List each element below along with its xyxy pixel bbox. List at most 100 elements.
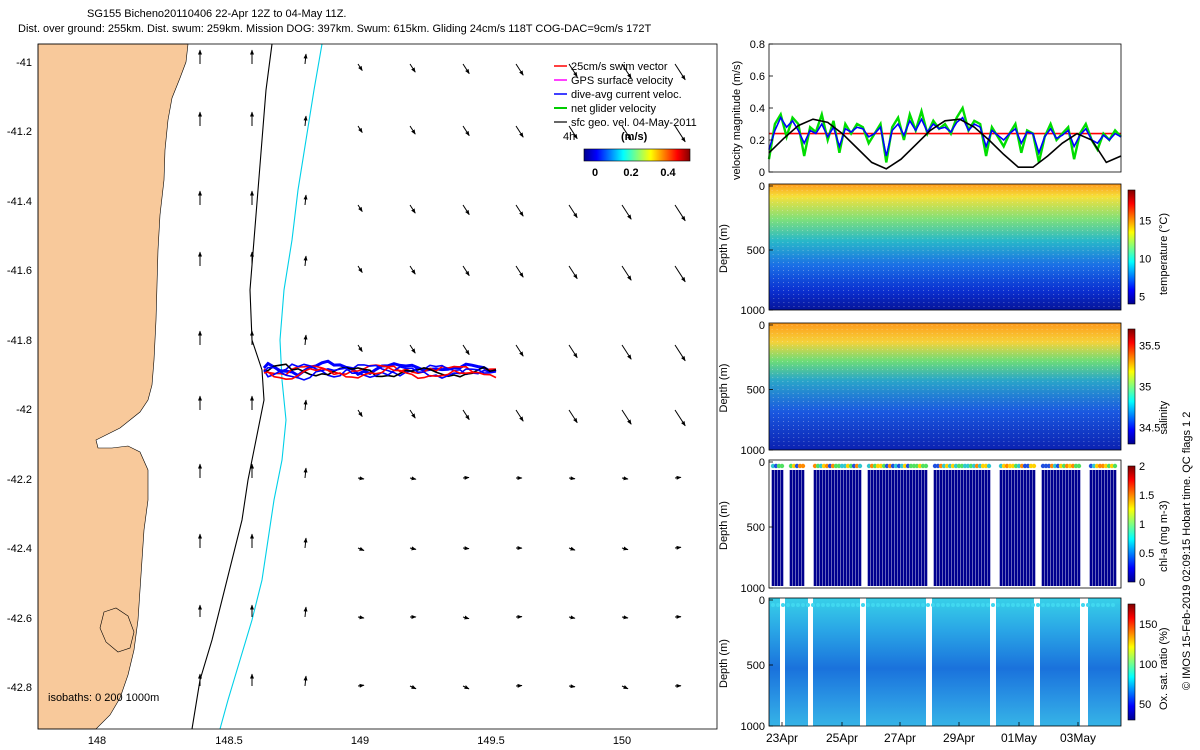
velocity-vector <box>357 615 365 620</box>
velocity-vector <box>515 409 524 422</box>
profile-streak <box>906 324 910 449</box>
date-tick-label: 01May <box>1001 731 1037 745</box>
legend-dac-label: dive-avg current veloc. <box>571 89 682 101</box>
tasmania-land <box>37 43 189 730</box>
map-ytick-42-2: -42.2 <box>7 474 32 486</box>
ox-surface-point <box>926 603 930 607</box>
velocity-ytick-label: 0.2 <box>750 135 765 147</box>
ox-data-gap <box>990 598 996 726</box>
ox-surface-point <box>1071 603 1075 607</box>
ox-surface-point <box>871 603 875 607</box>
geostrophic-velocity-vectors <box>198 49 686 690</box>
profile-streak <box>891 185 895 309</box>
profile-streak <box>1011 185 1015 309</box>
colorbar-label: temperature (°C) <box>1158 213 1170 295</box>
ox-surface-point <box>936 603 940 607</box>
ox-surface-point <box>1086 603 1090 607</box>
colorbar-tick-label: 2 <box>1139 461 1145 473</box>
depth-tick-label: 1000 <box>741 445 765 457</box>
colorbar-tick-label: 35 <box>1139 382 1151 394</box>
ox-surface-point <box>976 603 980 607</box>
depth-tick-label: 0 <box>759 320 765 332</box>
velocity-vector <box>674 204 686 222</box>
profile-streak <box>916 324 920 449</box>
profile-streak <box>1031 324 1035 449</box>
velocity-panel-bg <box>769 44 1121 172</box>
profile-streak <box>1101 324 1105 449</box>
ox-surface-point <box>866 603 870 607</box>
velocity-vector <box>568 546 576 551</box>
ox-surface-point <box>1041 603 1045 607</box>
profile-streak <box>801 185 805 309</box>
ox-surface-point <box>781 603 785 607</box>
depth-tick-label: 1000 <box>741 583 765 595</box>
map-ytick-42: -42 <box>16 404 32 416</box>
ox-surface-point <box>1056 603 1060 607</box>
map-panel: 25cm/s swim vector GPS surface velocity … <box>7 43 718 747</box>
ox-surface-point <box>826 603 830 607</box>
profile-streak <box>1106 185 1110 309</box>
ox-surface-point <box>876 603 880 607</box>
profile-streak <box>801 324 805 449</box>
velocity-vector <box>568 125 578 140</box>
imos-side-note: © IMOS 15-Feb-2019 02:09:15 Hobart time.… <box>1181 412 1193 690</box>
map-ytick-42-6: -42.6 <box>7 613 32 625</box>
ox-surface-point <box>1081 603 1085 607</box>
ox-surface-point <box>1001 603 1005 607</box>
velocity-vector <box>621 125 632 141</box>
velocity-vector <box>303 334 308 346</box>
chl-surface-point <box>800 463 806 469</box>
section-1-frame <box>768 183 1122 311</box>
ox-surface-point <box>836 603 840 607</box>
chl-surface-point <box>1076 463 1082 469</box>
profile-streak <box>881 185 885 309</box>
ox-surface-point <box>771 603 775 607</box>
depth-ylabel: Depth (m) <box>718 501 730 550</box>
profile-streak <box>971 185 975 309</box>
velocity-vector <box>357 344 363 353</box>
profile-streak <box>911 185 915 309</box>
profile-streak <box>821 324 825 449</box>
profile-streak <box>1036 185 1040 309</box>
chl-surface-point <box>923 463 929 469</box>
ox-surface-point <box>841 603 845 607</box>
profile-streak <box>1116 324 1120 449</box>
section-1-colorbar <box>1127 189 1136 305</box>
profile-streak <box>841 185 845 309</box>
profile-streak <box>851 324 855 449</box>
ox-surface-point <box>1076 603 1080 607</box>
ox-surface-point <box>821 603 825 607</box>
profile-streak <box>926 185 930 309</box>
colorbar-tick-label: 10 <box>1139 253 1151 265</box>
ox-surface-point <box>991 603 995 607</box>
velocity-vector <box>674 63 686 81</box>
legend-swim-label: 25cm/s swim vector <box>571 61 668 73</box>
velocity-vector <box>674 409 686 427</box>
profile-streak <box>1026 185 1030 309</box>
colorbar-tick-label: 34.5 <box>1139 423 1160 435</box>
profile-streak <box>1001 185 1005 309</box>
profile-streak <box>841 324 845 449</box>
velocity-vector <box>621 204 632 220</box>
profile-streak <box>981 185 985 309</box>
profile-streak <box>1036 324 1040 449</box>
ox-surface-point <box>1106 603 1110 607</box>
depth-ylabel: Depth (m) <box>718 224 730 273</box>
velocity-vector <box>515 344 524 357</box>
velocity-vector <box>303 606 308 618</box>
ox-surface-point <box>1011 603 1015 607</box>
profile-streak <box>911 324 915 449</box>
profile-streak <box>1086 324 1090 449</box>
profile-streak <box>1016 324 1020 449</box>
profile-streak <box>851 185 855 309</box>
profile-streak <box>781 185 785 309</box>
map-xtick-149: 149 <box>351 735 369 747</box>
profile-streak <box>1066 185 1070 309</box>
ox-surface-point <box>831 603 835 607</box>
velocity-vector <box>462 409 470 421</box>
velocity-vector <box>303 467 308 479</box>
title-line-2: Dist. over ground: 255km. Dist. swum: 25… <box>18 23 652 35</box>
profile-streak <box>786 185 790 309</box>
profile-streak <box>846 324 850 449</box>
velocity-vector <box>409 476 417 481</box>
